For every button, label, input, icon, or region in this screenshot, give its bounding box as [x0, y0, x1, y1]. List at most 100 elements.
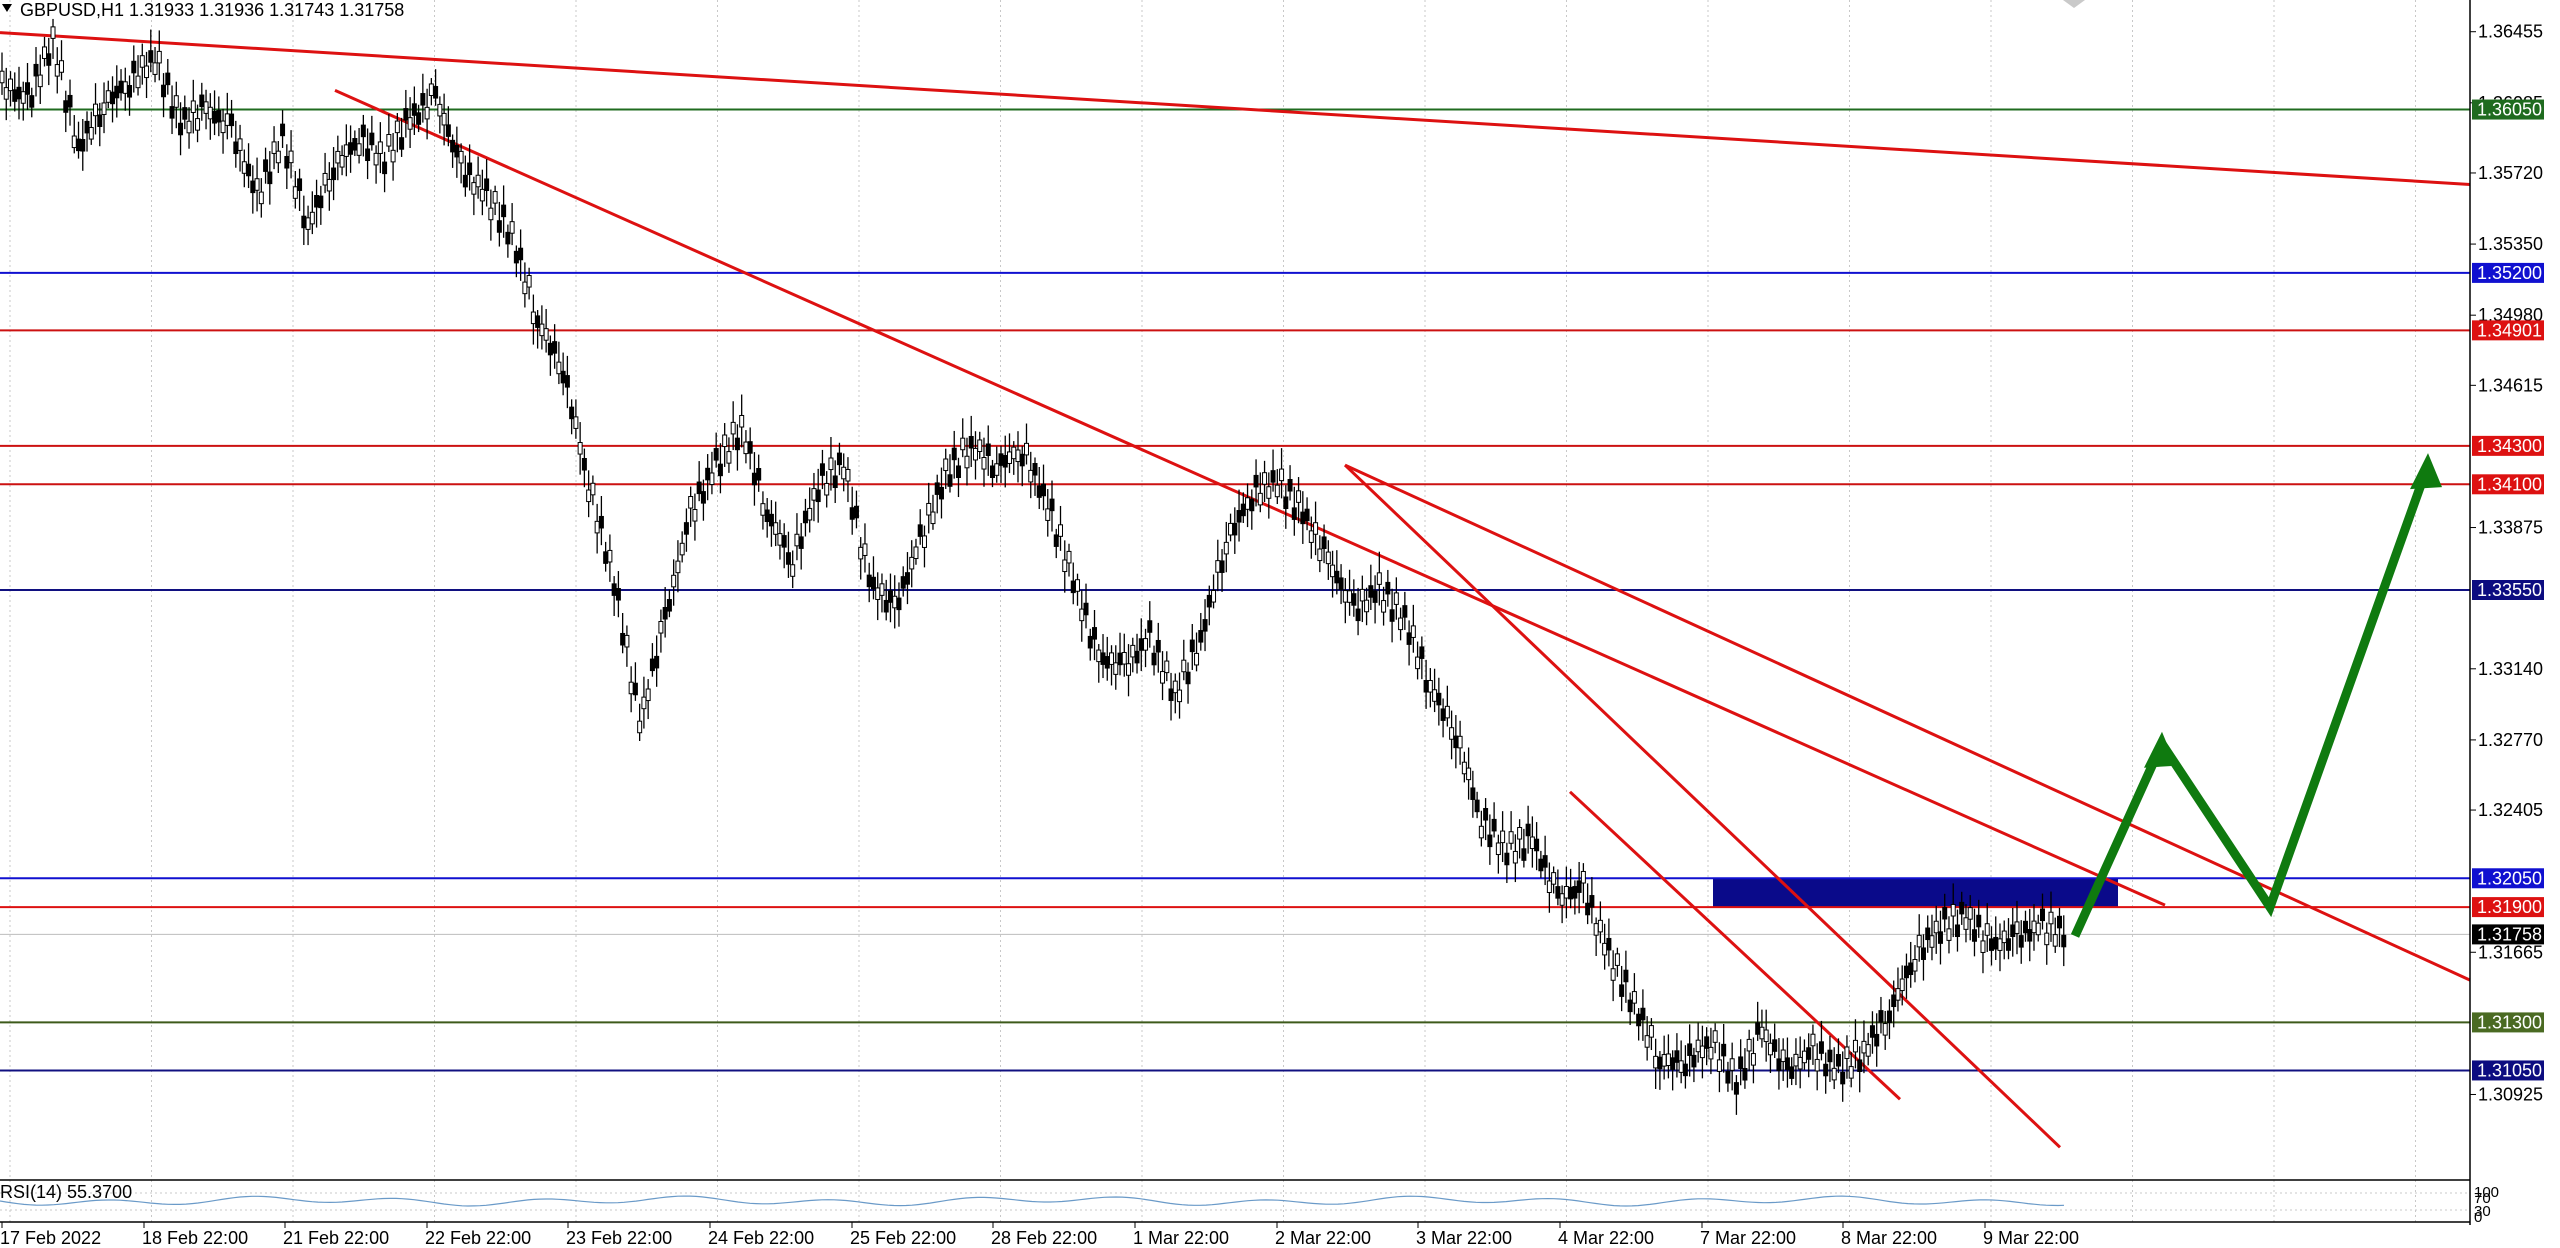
candle-body — [1151, 652, 1157, 666]
one-click-trading-corner-icon[interactable] — [2063, 0, 2085, 8]
price-tick-label: 1.32770 — [2478, 730, 2543, 750]
candle-body — [322, 172, 328, 186]
candle-body — [1687, 1043, 1693, 1056]
candle-body — [42, 46, 48, 59]
candle-body — [1483, 808, 1489, 821]
candle-body — [1126, 663, 1132, 676]
time-tick-label: 7 Mar 22:00 — [1700, 1228, 1796, 1248]
candle-body — [1070, 580, 1076, 594]
candle-body — [994, 463, 1000, 476]
candle-body — [1623, 969, 1629, 983]
candle-body — [645, 688, 651, 702]
trendline[interactable] — [1343, 463, 2062, 1149]
candle-body — [977, 439, 983, 453]
candle-body — [280, 123, 286, 137]
candle-body — [1300, 511, 1306, 525]
candle-body — [875, 587, 881, 600]
candle-body — [1138, 638, 1144, 651]
candle-body — [1648, 1025, 1654, 1038]
trendline[interactable] — [0, 31, 2471, 186]
candle-body — [1304, 508, 1310, 522]
candle-body — [2027, 929, 2033, 942]
candle-body — [1589, 895, 1595, 908]
candle-body — [394, 120, 400, 134]
candle-body — [407, 117, 413, 130]
candle-body — [46, 53, 52, 66]
supply-zone-rectangle[interactable] — [1713, 878, 2118, 908]
candle-body — [1160, 671, 1166, 684]
candle-body — [122, 81, 128, 94]
projection-path[interactable] — [2070, 463, 2433, 938]
candle-body — [696, 481, 702, 495]
level-price-tag — [2472, 262, 2544, 283]
candle-body — [1393, 592, 1399, 605]
candle-body — [832, 475, 838, 489]
candle-body — [373, 152, 379, 166]
candle-body — [1376, 572, 1382, 585]
candle-body — [1704, 1036, 1710, 1049]
candle-body — [530, 311, 536, 325]
candle-body — [1993, 936, 1999, 950]
candle-body — [16, 86, 22, 100]
candle-body — [318, 195, 324, 209]
candle-body — [675, 560, 681, 574]
candle-body — [1614, 953, 1620, 966]
trendline[interactable] — [1344, 463, 2471, 982]
candle-body — [1155, 639, 1161, 653]
candle-body — [1920, 947, 1926, 960]
candle-body — [71, 135, 77, 149]
candle-body — [1691, 1054, 1697, 1068]
candle-body — [1517, 827, 1523, 840]
candle-body — [1959, 901, 1965, 915]
candle-body — [1470, 787, 1476, 800]
candle-body — [8, 78, 14, 92]
level-price-tag-text: 1.31300 — [2477, 1012, 2542, 1032]
candle-body — [33, 63, 39, 77]
candle-body — [1699, 1045, 1705, 1059]
candle-body — [768, 513, 774, 527]
candle-body — [1908, 962, 1914, 976]
candle-body — [1546, 880, 1552, 893]
candle-body — [1002, 455, 1008, 468]
candle-body — [1215, 560, 1221, 573]
candle-body — [998, 453, 1004, 466]
candle-body — [314, 194, 320, 208]
time-tick-label: 21 Feb 22:00 — [283, 1228, 389, 1248]
candle-body — [938, 486, 944, 500]
candle-body — [781, 535, 787, 548]
candle-body — [2039, 908, 2045, 922]
candle-body — [1198, 630, 1204, 643]
candle-body — [1062, 559, 1068, 573]
candle-body — [1882, 1023, 1888, 1036]
candle-body — [76, 138, 82, 152]
candle-body — [471, 182, 477, 195]
candle-body — [1015, 449, 1021, 463]
candle-body — [620, 632, 626, 646]
candle-body — [1257, 492, 1263, 506]
candle-body — [811, 488, 817, 501]
candle-body — [50, 26, 56, 39]
candle-body — [1857, 1059, 1863, 1072]
candle-body — [1168, 688, 1174, 702]
candle-body — [59, 60, 65, 73]
candle-body — [1695, 1039, 1701, 1053]
candle-body — [1835, 1054, 1841, 1067]
candle-body — [1801, 1050, 1807, 1064]
candle-body — [921, 535, 927, 548]
price-tick-label: 1.31665 — [2478, 942, 2543, 962]
candle-body — [305, 217, 311, 230]
candle-body — [1763, 1029, 1769, 1043]
candle-body — [195, 118, 201, 131]
candle-body — [1079, 608, 1085, 622]
candle-body — [1121, 652, 1127, 665]
candle-body — [815, 489, 821, 503]
candle-body — [671, 574, 677, 588]
candle-body — [1172, 680, 1178, 694]
candle-body — [339, 155, 345, 168]
collapse-triangle-icon[interactable] — [2, 4, 12, 12]
candle-body — [1436, 692, 1442, 706]
candle-body — [1287, 478, 1293, 492]
candle-body — [101, 102, 107, 115]
candle-body — [947, 474, 953, 487]
